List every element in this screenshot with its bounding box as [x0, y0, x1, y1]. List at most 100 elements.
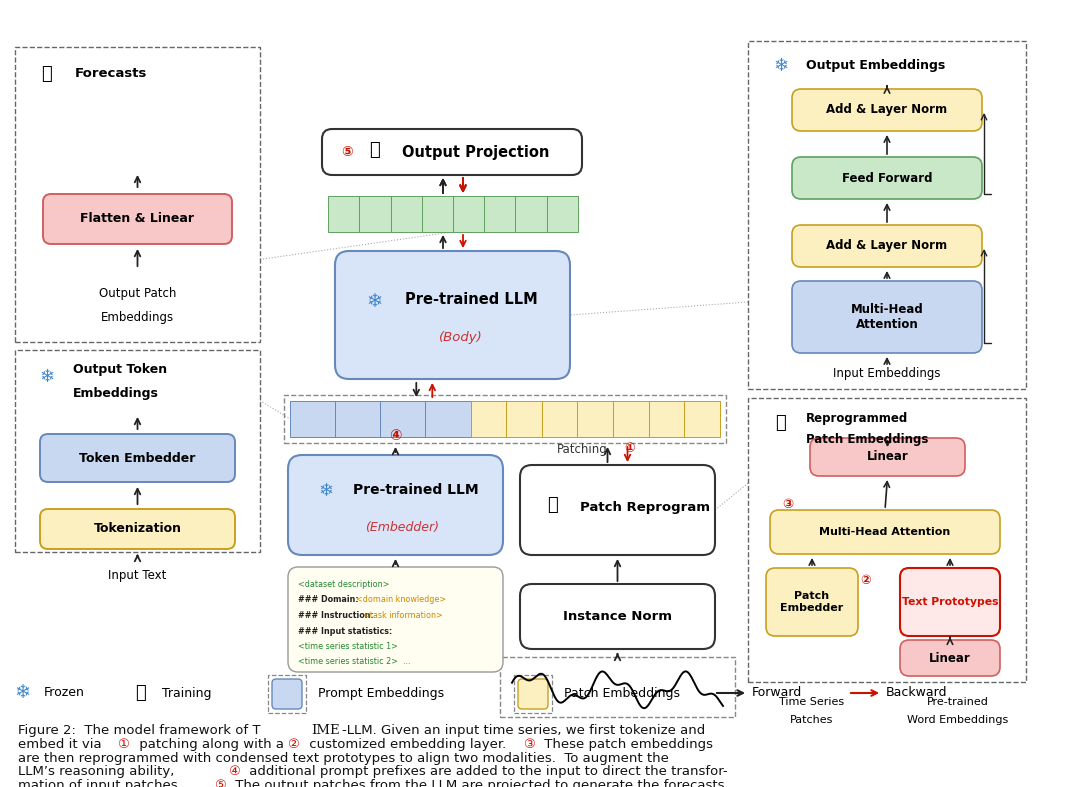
Text: Forecasts: Forecasts: [75, 68, 147, 80]
Text: <domain knowledge>: <domain knowledge>: [356, 596, 446, 604]
Text: ❄: ❄: [367, 291, 383, 311]
FancyBboxPatch shape: [272, 679, 302, 709]
Text: Time Series: Time Series: [780, 697, 845, 707]
Text: Input Embeddings: Input Embeddings: [834, 367, 941, 379]
Text: ②: ②: [861, 574, 872, 586]
Text: ❄: ❄: [40, 368, 55, 386]
Text: Token Embedder: Token Embedder: [79, 452, 195, 464]
FancyBboxPatch shape: [792, 157, 982, 199]
Text: mation of input patches.: mation of input patches.: [18, 779, 186, 787]
Text: Tokenization: Tokenization: [94, 523, 181, 535]
Bar: [426, 401, 471, 437]
FancyBboxPatch shape: [518, 679, 548, 709]
Text: ❄: ❄: [773, 57, 788, 75]
Text: Add & Layer Norm: Add & Layer Norm: [826, 104, 947, 116]
Text: ❄: ❄: [319, 482, 334, 500]
Text: <time series statistic 1>: <time series statistic 1>: [298, 642, 397, 651]
Text: Embeddings: Embeddings: [100, 312, 174, 324]
FancyBboxPatch shape: [40, 434, 235, 482]
Bar: [15, 47, 260, 342]
FancyBboxPatch shape: [770, 510, 1000, 554]
Text: 🔥: 🔥: [135, 684, 146, 702]
FancyBboxPatch shape: [322, 129, 582, 175]
Text: Word Embeddings: Word Embeddings: [907, 715, 1009, 725]
Bar: [268, 675, 306, 713]
Bar: [546, 196, 578, 232]
Text: Feed Forward: Feed Forward: [841, 172, 932, 184]
Text: Frozen: Frozen: [44, 686, 85, 700]
Text: Pre-trained LLM: Pre-trained LLM: [405, 293, 538, 308]
Bar: [484, 196, 515, 232]
Bar: [380, 401, 426, 437]
Text: Patching: Patching: [557, 442, 607, 456]
Text: <task information>: <task information>: [363, 611, 443, 620]
Text: Multi-Head Attention: Multi-Head Attention: [820, 527, 950, 537]
Bar: [515, 196, 546, 232]
Bar: [578, 401, 613, 437]
FancyBboxPatch shape: [288, 567, 503, 672]
Bar: [335, 401, 380, 437]
Text: additional prompt prefixes are added to the input to direct the transfor-: additional prompt prefixes are added to …: [245, 766, 728, 778]
Bar: [748, 398, 1026, 682]
Text: embed it via: embed it via: [18, 737, 106, 751]
Text: Patches: Patches: [791, 715, 834, 725]
Text: Add & Layer Norm: Add & Layer Norm: [826, 239, 947, 253]
Bar: [422, 196, 453, 232]
Text: -LLM. Given an input time series, we first tokenize and: -LLM. Given an input time series, we fir…: [342, 724, 705, 737]
Text: IME: IME: [311, 724, 339, 737]
Text: Patch Embeddings: Patch Embeddings: [564, 686, 680, 700]
Bar: [685, 401, 720, 437]
Text: 🔥: 🔥: [546, 496, 557, 514]
Text: ④: ④: [389, 427, 402, 442]
Bar: [613, 401, 649, 437]
Text: ### Domain:: ### Domain:: [298, 596, 362, 604]
Text: Figure 2:  The model framework of T: Figure 2: The model framework of T: [18, 724, 260, 737]
Bar: [15, 350, 260, 552]
Text: ⑤: ⑤: [214, 779, 226, 787]
Bar: [542, 401, 578, 437]
Bar: [514, 675, 552, 713]
Bar: [328, 196, 360, 232]
Text: Training: Training: [162, 686, 212, 700]
Text: Input Text: Input Text: [108, 568, 166, 582]
Bar: [284, 395, 726, 443]
Text: patching along with a: patching along with a: [135, 737, 288, 751]
FancyBboxPatch shape: [40, 509, 235, 549]
Text: Output Token: Output Token: [73, 364, 167, 376]
Text: ②: ②: [287, 737, 299, 751]
Text: ①: ①: [117, 737, 129, 751]
Text: <time series statistic 2>  ...: <time series statistic 2> ...: [298, 657, 410, 667]
Text: ### Input statistics:: ### Input statistics:: [298, 626, 392, 635]
FancyBboxPatch shape: [766, 568, 858, 636]
Text: ①: ①: [624, 442, 635, 456]
Text: Linear: Linear: [929, 652, 971, 664]
Text: Prompt Embeddings: Prompt Embeddings: [318, 686, 444, 700]
FancyBboxPatch shape: [900, 640, 1000, 676]
Text: Patch Reprogram: Patch Reprogram: [580, 501, 710, 513]
Bar: [360, 196, 391, 232]
Bar: [453, 196, 484, 232]
Text: ❄: ❄: [14, 683, 30, 703]
Text: These patch embeddings: These patch embeddings: [540, 737, 713, 751]
Text: Text Prototypes: Text Prototypes: [902, 597, 998, 607]
Text: Output Projection: Output Projection: [402, 145, 550, 160]
Text: <dataset description>: <dataset description>: [298, 580, 390, 589]
Text: Patch
Embedder: Patch Embedder: [781, 591, 843, 613]
Text: 🔥: 🔥: [368, 141, 379, 159]
Text: Linear: Linear: [866, 450, 908, 464]
Text: (Body): (Body): [438, 331, 483, 343]
FancyBboxPatch shape: [335, 251, 570, 379]
Text: LLM’s reasoning ability,: LLM’s reasoning ability,: [18, 766, 178, 778]
Text: Instance Norm: Instance Norm: [563, 610, 672, 623]
Text: Multi-Head
Attention: Multi-Head Attention: [851, 303, 923, 331]
Text: (Embedder): (Embedder): [365, 520, 440, 534]
Text: 🔥: 🔥: [775, 414, 786, 432]
FancyBboxPatch shape: [792, 281, 982, 353]
Text: ③: ③: [523, 737, 535, 751]
FancyBboxPatch shape: [810, 438, 966, 476]
Text: ⑤: ⑤: [341, 145, 353, 159]
FancyBboxPatch shape: [792, 89, 982, 131]
Bar: [291, 401, 335, 437]
Text: are then reprogrammed with condensed text prototypes to align two modalities.  T: are then reprogrammed with condensed tex…: [18, 752, 669, 765]
FancyBboxPatch shape: [519, 465, 715, 555]
